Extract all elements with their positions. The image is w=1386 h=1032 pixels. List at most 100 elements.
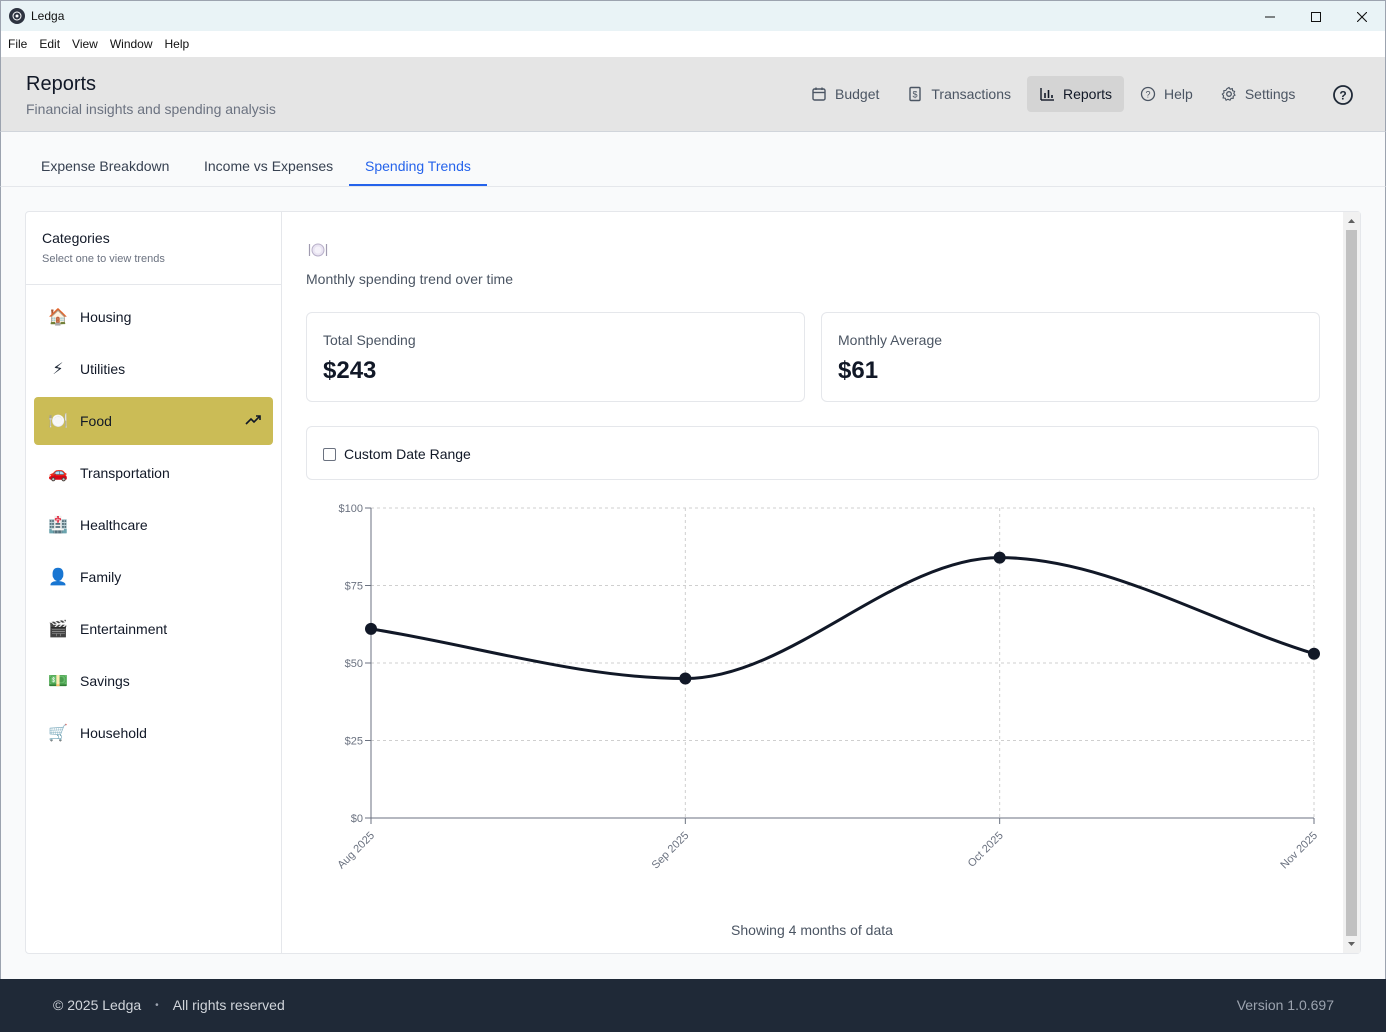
menu-view[interactable]: View	[72, 37, 98, 51]
data-point	[1308, 647, 1320, 660]
footer-separator: •	[155, 999, 159, 1011]
sidebar-item-label: Transportation	[80, 465, 170, 481]
money-icon: 💵	[48, 673, 68, 690]
nav-reports[interactable]: Reports	[1027, 76, 1125, 112]
lightning-icon: ⚡	[52, 361, 64, 378]
dollar-document-icon: $	[909, 86, 922, 102]
nav-settings[interactable]: Settings	[1209, 76, 1308, 112]
category-sidebar: Categories Select one to view trends 🏠 H…	[25, 211, 282, 954]
nav-reports-label: Reports	[1063, 86, 1113, 102]
app-name: Ledga	[31, 9, 65, 23]
sidebar-item-family[interactable]: 👤 Family	[34, 553, 273, 601]
sidebar-item-label: Entertainment	[80, 621, 168, 637]
calendar-icon	[812, 87, 826, 101]
sidebar-item-label: Household	[80, 725, 147, 741]
nav-settings-label: Settings	[1244, 86, 1296, 102]
app-header: Reports Financial insights and spending …	[0, 57, 1386, 132]
data-point	[993, 551, 1006, 564]
sidebar-item-savings[interactable]: 💵 Savings	[34, 657, 273, 705]
hospital-icon: 🏥	[48, 517, 68, 534]
x-tick-label: Sep 2025	[650, 830, 692, 872]
spending-trend-chart: $0 $25 $50 $75 $100 Aug 2025 Sep 2025 Oct 2025 N…	[335, 503, 1320, 872]
gear-icon	[1221, 86, 1236, 101]
nav-budget[interactable]: Budget	[799, 76, 891, 112]
monthly-average-label: Monthly Average	[838, 332, 943, 348]
sidebar-subtitle: Select one to view trends	[42, 253, 165, 265]
sidebar-item-transportation[interactable]: 🚗 Transportation	[34, 449, 273, 497]
bar-chart-icon	[1040, 88, 1054, 101]
sidebar-item-label: Housing	[80, 309, 132, 325]
x-tick-label: Nov 2025	[1278, 830, 1320, 872]
trending-up-icon	[245, 415, 261, 425]
window-titlebar: Ledga	[0, 0, 1386, 31]
help-circle-button[interactable]: ?	[1332, 84, 1354, 111]
svg-text:?: ?	[1339, 89, 1346, 103]
scroll-up-button[interactable]	[1343, 212, 1360, 229]
menu-file[interactable]: File	[8, 37, 28, 51]
plate-icon	[308, 243, 328, 257]
nav-help-label: Help	[1164, 86, 1193, 102]
sidebar-item-housing[interactable]: 🏠 Housing	[34, 293, 273, 341]
tab-expense-breakdown[interactable]: Expense Breakdown	[41, 158, 170, 174]
y-tick-label: $50	[345, 658, 363, 670]
nav-budget-label: Budget	[835, 86, 880, 102]
nav-transactions[interactable]: $ Transactions	[895, 76, 1023, 112]
sidebar-item-utilities[interactable]: ⚡ Utilities	[34, 345, 273, 393]
scroll-down-icon	[1348, 942, 1355, 946]
help-icon: ?	[1140, 86, 1156, 102]
sidebar-item-healthcare[interactable]: 🏥 Healthcare	[34, 501, 273, 549]
menu-help[interactable]: Help	[164, 37, 190, 51]
menu-window[interactable]: Window	[109, 37, 153, 51]
svg-text:$: $	[913, 90, 918, 100]
custom-date-range-label[interactable]: Custom Date Range	[344, 446, 471, 462]
question-circle-icon: ?	[1333, 85, 1353, 105]
y-tick-label: $0	[351, 813, 363, 825]
trend-subtitle: Monthly spending trend over time	[306, 271, 513, 287]
clapperboard-icon: 🎬	[48, 621, 68, 638]
y-tick-label: $100	[339, 503, 363, 515]
car-icon: 🚗	[48, 465, 68, 482]
y-tick-label: $25	[345, 736, 363, 748]
svg-text:?: ?	[1146, 90, 1151, 100]
total-spending-label: Total Spending	[323, 332, 416, 348]
data-point	[365, 622, 377, 635]
y-tick-label: $75	[345, 581, 363, 593]
house-icon: 🏠	[48, 309, 68, 326]
content-scrollbar[interactable]	[1343, 212, 1360, 953]
maximize-icon	[1311, 11, 1321, 22]
shopping-cart-icon: 🛒	[48, 725, 68, 742]
close-button[interactable]	[1339, 1, 1385, 32]
sidebar-item-label: Utilities	[80, 361, 126, 377]
menu-edit[interactable]: Edit	[39, 37, 61, 51]
monthly-average-value: $61	[838, 357, 879, 384]
sidebar-item-label: Healthcare	[80, 517, 148, 533]
nav-help[interactable]: ? Help	[1128, 76, 1205, 112]
scroll-down-button[interactable]	[1343, 936, 1360, 953]
main-nav: Budget $ Transactions Reports ? Help Set…	[799, 76, 1311, 112]
sidebar-item-label: Family	[80, 569, 122, 585]
sidebar-item-food[interactable]: 🍽️ Food	[34, 397, 273, 445]
total-spending-value: $243	[323, 357, 377, 384]
menu-bar: File Edit View Window Help	[0, 31, 1386, 57]
tab-spending-trends[interactable]: Spending Trends	[349, 132, 487, 186]
footer-copyright: © 2025 Ledga	[53, 997, 142, 1013]
plate-icon: 🍽️	[48, 413, 68, 430]
maximize-button[interactable]	[1293, 1, 1339, 32]
sidebar-item-household[interactable]: 🛒 Household	[34, 709, 273, 757]
sidebar-item-entertainment[interactable]: 🎬 Entertainment	[34, 605, 273, 653]
person-icon: 👤	[48, 569, 68, 586]
sidebar-divider	[25, 284, 281, 285]
x-tick-label: Aug 2025	[335, 830, 377, 872]
minimize-button[interactable]	[1247, 1, 1293, 32]
page-subtitle: Financial insights and spending analysis	[26, 101, 276, 117]
chart-footnote: Showing 4 months of data	[731, 922, 893, 938]
custom-date-range-box: Custom Date Range	[306, 426, 1319, 480]
scroll-up-icon	[1348, 219, 1355, 223]
scroll-thumb[interactable]	[1346, 230, 1357, 936]
series-line	[370, 556, 1315, 681]
trend-content: Monthly spending trend over time Total S…	[282, 212, 1342, 953]
custom-date-range-checkbox[interactable]	[323, 448, 336, 461]
monthly-average-card: Monthly Average $61	[821, 312, 1320, 402]
tab-income-vs-expenses[interactable]: Income vs Expenses	[204, 158, 334, 174]
sidebar-title: Categories	[42, 230, 110, 246]
